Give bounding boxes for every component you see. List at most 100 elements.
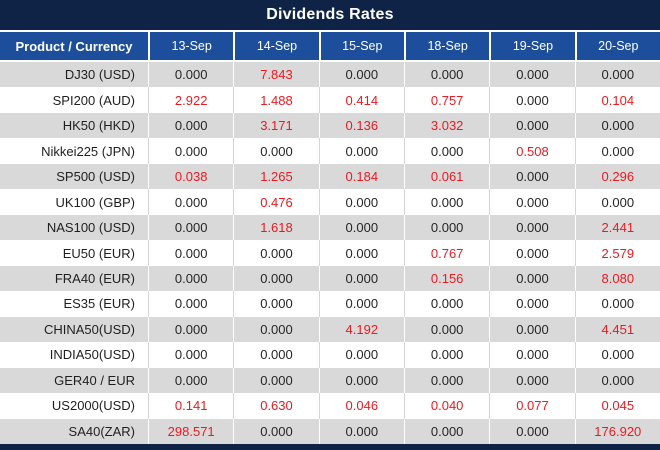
value-cell: 176.920 [574, 418, 660, 445]
product-cell: SPI200 (AUD) [52, 92, 135, 108]
table-row: ES35 (EUR) 0.000 0.000 0.000 0.000 0.000 0.000 [0, 291, 660, 317]
table-row: SA40(ZAR) 298.571 0.000 0.000 0.000 0.000 176.… [0, 418, 660, 445]
value-cell: 0.000 [318, 214, 404, 241]
value-cell: 0.000 [403, 342, 489, 368]
value-cell: 0.757 [403, 87, 489, 113]
value-cell: 0.000 [148, 342, 233, 368]
table-body: DJ30 (USD) 0.000 7.843 0.000 0.000 0.000 0.000… [0, 62, 660, 445]
value-cell: 4.192 [318, 316, 404, 343]
value-cell: 1.618 [233, 214, 318, 241]
product-cell: SP500 (USD) [56, 169, 135, 185]
value-cell: 3.032 [403, 112, 489, 139]
table-row: UK100 (GBP) 0.000 0.476 0.000 0.000 0.000 0.00… [0, 189, 660, 215]
value-cell: 0.000 [489, 291, 574, 317]
value-cell: 0.000 [318, 418, 404, 445]
value-cell: 0.000 [148, 214, 233, 241]
value-cell: 0.000 [489, 418, 574, 445]
value-cell: 0.000 [148, 240, 233, 266]
value-cell: 4.451 [574, 316, 660, 343]
value-cell: 0.000 [318, 291, 404, 317]
value-cell: 0.000 [148, 316, 233, 343]
column-header-date: 15-Sep [318, 32, 404, 60]
table-row: NAS100 (USD) 0.000 1.618 0.000 0.000 0.000 2.4… [0, 214, 660, 241]
value-cell: 0.061 [403, 163, 489, 190]
value-cell: 0.000 [574, 62, 660, 88]
value-cell: 0.136 [318, 112, 404, 139]
column-header-date: 18-Sep [403, 32, 489, 60]
value-cell: 0.630 [233, 393, 318, 419]
value-cell: 1.488 [233, 87, 318, 113]
column-header-date: 14-Sep [233, 32, 318, 60]
value-cell: 0.000 [489, 163, 574, 190]
value-cell: 0.000 [574, 342, 660, 368]
value-cell: 0.000 [403, 189, 489, 215]
value-cell: 0.000 [403, 291, 489, 317]
table-row: INDIA50(USD) 0.000 0.000 0.000 0.000 0.000 0.0… [0, 342, 660, 368]
value-cell: 0.000 [318, 367, 404, 394]
value-cell: 3.171 [233, 112, 318, 139]
value-cell: 0.040 [403, 393, 489, 419]
value-cell: 1.265 [233, 163, 318, 190]
value-cell: 0.476 [233, 189, 318, 215]
table-row: SPI200 (AUD) 2.922 1.488 0.414 0.757 0.000 0.1… [0, 87, 660, 113]
value-cell: 0.000 [318, 265, 404, 292]
value-cell: 0.000 [489, 214, 574, 241]
column-header-date: 20-Sep [574, 32, 660, 60]
value-cell: 0.000 [489, 62, 574, 88]
value-cell: 0.104 [574, 87, 660, 113]
value-cell: 0.000 [233, 367, 318, 394]
product-cell: DJ30 (USD) [64, 67, 135, 83]
value-cell: 0.000 [489, 316, 574, 343]
value-cell: 0.077 [489, 393, 574, 419]
product-cell: CHINA50(USD) [43, 321, 135, 337]
value-cell: 0.296 [574, 163, 660, 190]
table-row: SP500 (USD) 0.038 1.265 0.184 0.061 0.000 0.29… [0, 163, 660, 190]
value-cell: 0.508 [489, 138, 574, 164]
product-cell: INDIA50(USD) [49, 347, 135, 363]
product-cell: ES35 (EUR) [63, 296, 135, 312]
column-header-date: 19-Sep [489, 32, 574, 60]
value-cell: 0.000 [148, 138, 233, 164]
value-cell: 7.843 [233, 62, 318, 88]
table-row: HK50 (HKD) 0.000 3.171 0.136 3.032 0.000 0.000 [0, 112, 660, 139]
value-cell: 0.000 [403, 367, 489, 394]
product-cell: Nikkei225 (JPN) [41, 143, 135, 159]
value-cell: 0.000 [233, 418, 318, 445]
title-bar: Dividends Rates [0, 0, 660, 30]
table-row: EU50 (EUR) 0.000 0.000 0.000 0.767 0.000 2.579 [0, 240, 660, 266]
value-cell: 8.080 [574, 265, 660, 292]
value-cell: 0.000 [574, 291, 660, 317]
value-cell: 0.000 [148, 62, 233, 88]
product-cell: FRA40 (EUR) [54, 270, 135, 286]
value-cell: 0.000 [233, 291, 318, 317]
product-cell: NAS100 (USD) [46, 220, 135, 236]
value-cell: 0.000 [233, 138, 318, 164]
value-cell: 0.000 [403, 418, 489, 445]
value-cell: 0.156 [403, 265, 489, 292]
value-cell: 2.579 [574, 240, 660, 266]
value-cell: 2.922 [148, 87, 233, 113]
value-cell: 0.000 [574, 367, 660, 394]
value-cell: 0.000 [489, 265, 574, 292]
value-cell: 0.000 [403, 138, 489, 164]
table-row: Nikkei225 (JPN) 0.000 0.000 0.000 0.000 0.508… [0, 138, 660, 164]
value-cell: 0.000 [318, 240, 404, 266]
value-cell: 0.414 [318, 87, 404, 113]
value-cell: 0.767 [403, 240, 489, 266]
value-cell: 0.045 [574, 393, 660, 419]
table-row: FRA40 (EUR) 0.000 0.000 0.000 0.156 0.000 8.08… [0, 265, 660, 292]
value-cell: 0.000 [318, 138, 404, 164]
value-cell: 0.000 [489, 240, 574, 266]
value-cell: 0.000 [233, 240, 318, 266]
column-header-product-currency: Product / Currency [15, 38, 133, 54]
value-cell: 0.000 [233, 265, 318, 292]
value-cell: 0.000 [403, 316, 489, 343]
value-cell: 0.000 [489, 367, 574, 394]
value-cell: 0.000 [489, 342, 574, 368]
table-row: DJ30 (USD) 0.000 7.843 0.000 0.000 0.000 0.000 [0, 62, 660, 88]
table-row: CHINA50(USD) 0.000 0.000 4.192 0.000 0.000 4.4… [0, 316, 660, 343]
value-cell: 0.000 [233, 316, 318, 343]
page-title: Dividends Rates [266, 6, 394, 23]
value-cell: 0.000 [148, 112, 233, 139]
